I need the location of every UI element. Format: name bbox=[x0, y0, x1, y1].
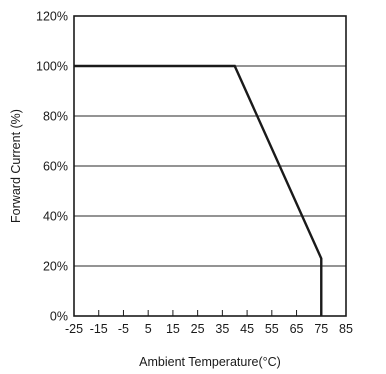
plot-frame bbox=[73, 15, 347, 317]
x-tick-label: 15 bbox=[166, 322, 180, 336]
x-axis-ticks bbox=[73, 310, 347, 316]
x-axis-tick-labels: -25 -15 -5 5 15 25 35 45 55 65 75 85 bbox=[65, 322, 353, 336]
x-axis-title: Ambient Temperature(°C) bbox=[139, 355, 281, 369]
y-axis-tick-labels: 0% 20% 40% 60% 80% 100% 120% bbox=[36, 10, 68, 324]
y-tick-label: 60% bbox=[43, 160, 68, 174]
x-tick-label: -25 bbox=[65, 322, 83, 336]
x-tick-label: -5 bbox=[118, 322, 129, 336]
x-tick-label: 5 bbox=[145, 322, 152, 336]
x-tick-label: 35 bbox=[215, 322, 229, 336]
x-tick-label: 65 bbox=[290, 322, 304, 336]
y-tick-label: 0% bbox=[50, 310, 68, 324]
x-tick-label: 45 bbox=[240, 322, 254, 336]
x-tick-label: -15 bbox=[90, 322, 108, 336]
x-tick-label: 85 bbox=[339, 322, 353, 336]
x-tick-label: 25 bbox=[191, 322, 205, 336]
y-axis-title: Forward Current (%) bbox=[9, 109, 23, 223]
gridlines bbox=[74, 65, 346, 267]
y-tick-label: 120% bbox=[36, 10, 68, 24]
y-tick-label: 100% bbox=[36, 60, 68, 74]
series-layer bbox=[74, 64, 323, 316]
derating-curve bbox=[74, 64, 323, 316]
y-tick-label: 20% bbox=[43, 260, 68, 274]
y-tick-label: 80% bbox=[43, 110, 68, 124]
x-tick-label: 75 bbox=[314, 322, 328, 336]
x-tick-label: 55 bbox=[265, 322, 279, 336]
y-tick-label: 40% bbox=[43, 210, 68, 224]
